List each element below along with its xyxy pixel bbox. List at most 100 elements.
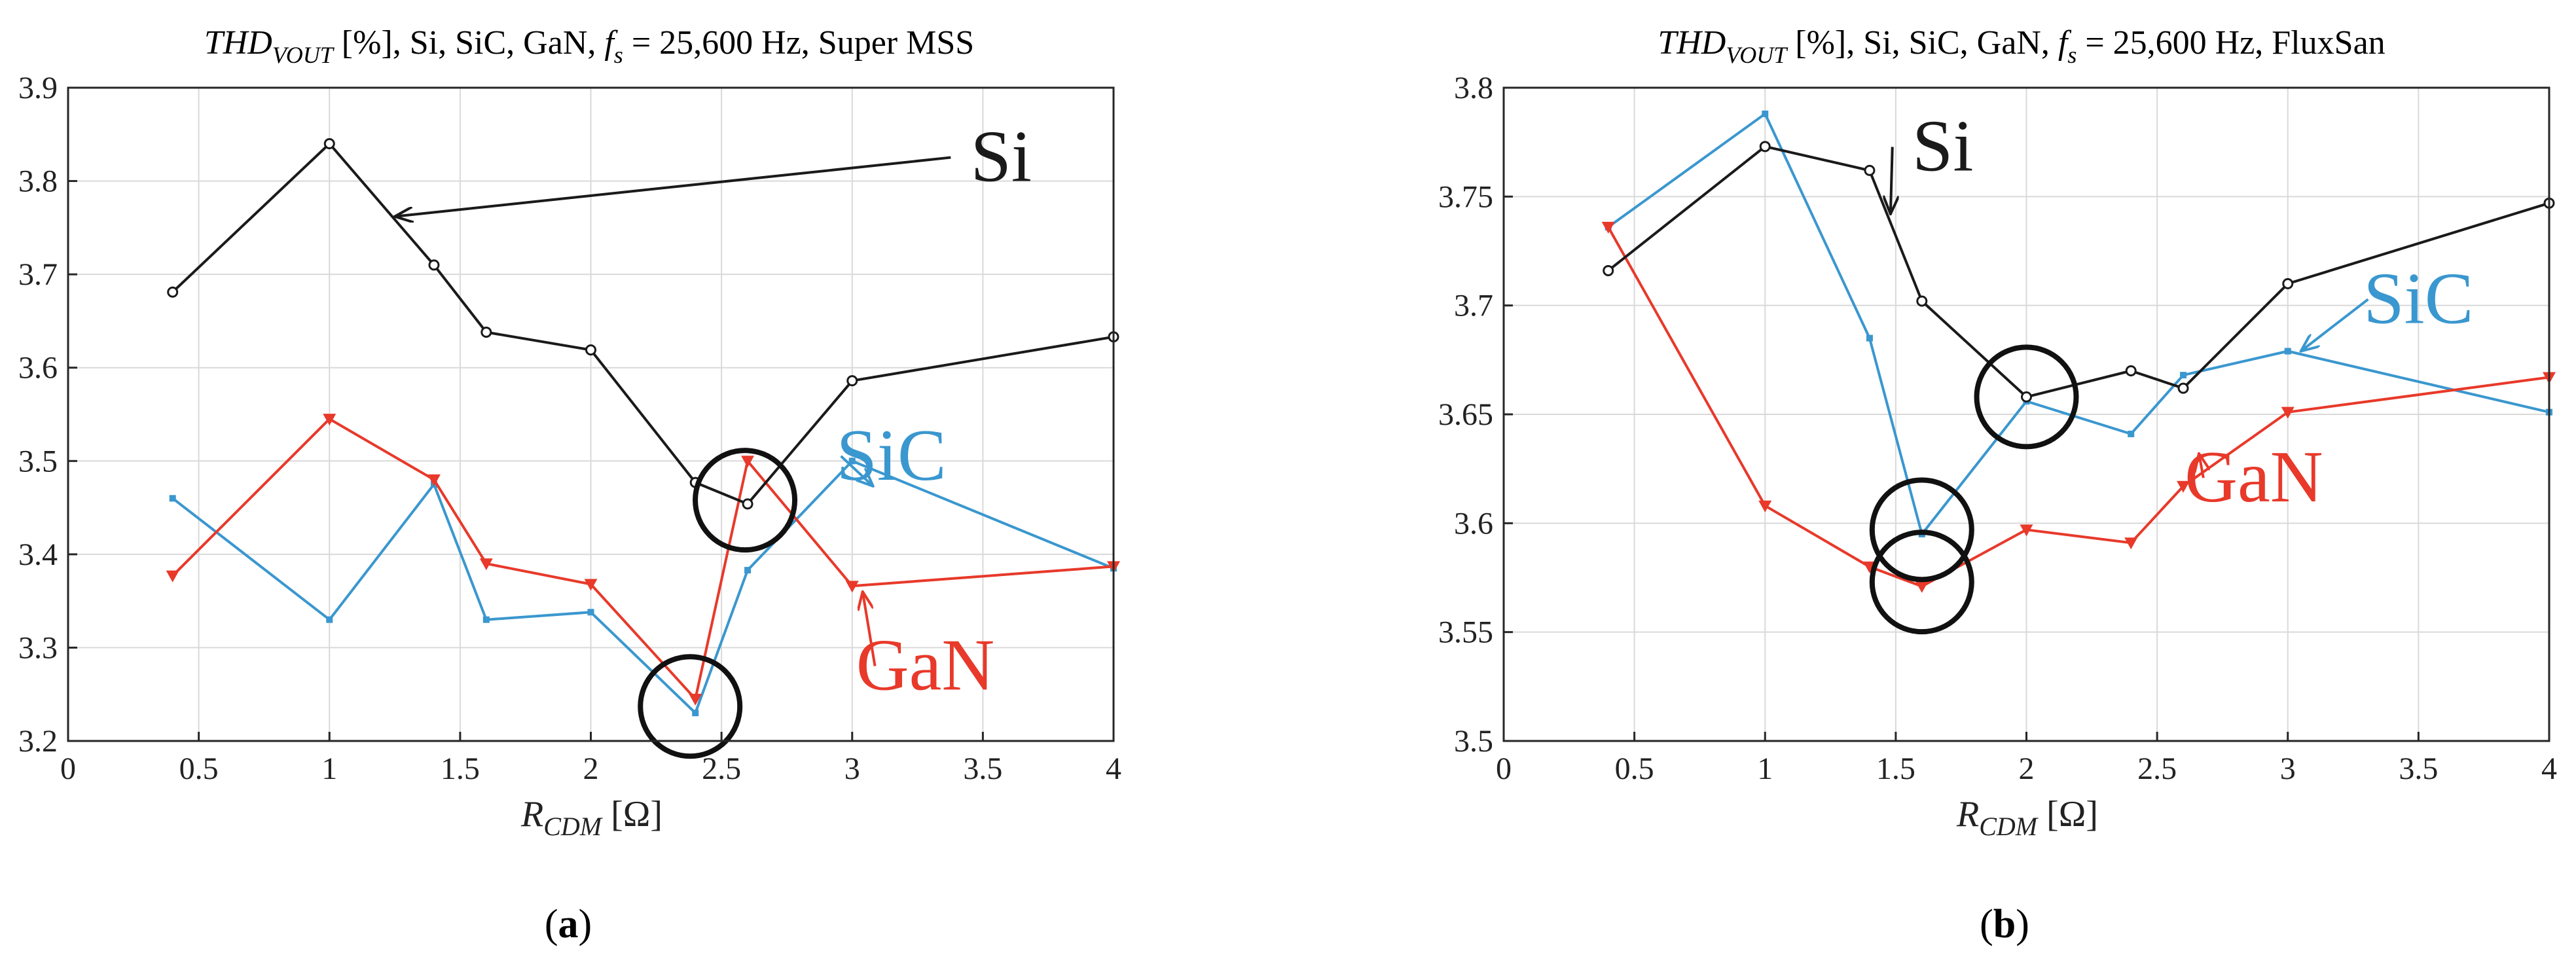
caption-b: (b) xyxy=(1980,902,2029,946)
series-annotations-b: Si SiC GaN xyxy=(1891,105,2473,518)
data-point-sic xyxy=(326,616,333,623)
data-point-si xyxy=(2282,278,2294,289)
y-tick-label: 3.4 xyxy=(18,537,58,572)
highlight-circles-a xyxy=(638,448,798,759)
data-point-sic xyxy=(848,458,856,465)
annotation-arrow-sic xyxy=(840,455,873,486)
data-point-sic xyxy=(169,495,176,502)
highlight-circle xyxy=(638,654,743,759)
annotation-arrow-gan xyxy=(863,592,877,666)
data-point-si xyxy=(428,259,440,271)
y-tick-label: 3.3 xyxy=(18,630,58,665)
x-tick-label: 1.5 xyxy=(441,751,480,786)
series-label-si: Si xyxy=(971,117,1032,198)
annotation-arrow-sic xyxy=(2301,298,2369,351)
data-point-si xyxy=(846,375,858,387)
y-tick-label: 3.2 xyxy=(18,724,58,759)
x-tick-label: 1 xyxy=(1757,751,1773,786)
grid-a xyxy=(68,88,1114,741)
y-tick-label: 3.7 xyxy=(1454,289,1493,323)
data-point-si xyxy=(2125,365,2137,376)
series-label-sic: SiC xyxy=(2363,258,2473,339)
y-tick-label: 3.75 xyxy=(1438,179,1493,214)
data-point-sic xyxy=(2284,348,2291,355)
caption-a: (a) xyxy=(545,902,592,946)
data-point-gan xyxy=(323,414,336,426)
y-tick-label: 3.7 xyxy=(18,257,58,292)
y-tick-label: 3.6 xyxy=(1454,506,1493,541)
data-point-gan xyxy=(2177,480,2190,493)
data-point-gan xyxy=(427,474,441,486)
x-tick-label: 3 xyxy=(844,751,860,786)
y-tick-label: 3.8 xyxy=(18,164,58,199)
x-tick-label: 2 xyxy=(583,751,599,786)
data-point-si xyxy=(2177,382,2189,394)
data-point-sic xyxy=(2180,372,2187,379)
data-point-gan xyxy=(689,693,702,706)
series-label-sic: SiC xyxy=(837,415,947,496)
tick-labels-b: 0 0.5 1 1.5 2 2.5 3 3.5 4 3.5 3.55 3.6 3.65 3.7 3.75 3.… xyxy=(1438,71,2557,786)
chart-panel-a: THDVOUT [%], Si, SiC, GaN, fs = 25,600 H… xyxy=(18,24,1121,946)
data-point-gan xyxy=(741,456,755,468)
data-point-si xyxy=(167,286,179,298)
x-axis-label-a: RCDM [Ω] xyxy=(520,794,662,841)
data-point-si xyxy=(323,138,335,150)
x-tick-label: 0.5 xyxy=(179,751,219,786)
data-point-gan xyxy=(584,579,598,591)
data-point-gan xyxy=(2281,406,2295,419)
y-tick-label: 3.65 xyxy=(1438,397,1493,432)
data-point-sic xyxy=(744,567,752,574)
series-label-gan: GaN xyxy=(2185,437,2323,518)
plot-lines-b xyxy=(1601,110,2556,593)
x-tick-label: 3.5 xyxy=(2399,751,2438,786)
data-point-sic xyxy=(692,710,699,717)
data-point-gan xyxy=(2020,524,2033,537)
data-point-gan xyxy=(1915,581,1929,593)
y-tick-label: 3.5 xyxy=(18,444,58,478)
x-axis-label-b: RCDM [Ω] xyxy=(1956,794,2098,841)
x-tick-label: 3.5 xyxy=(963,751,1002,786)
data-point-gan xyxy=(2124,537,2138,550)
x-tick-label: 2.5 xyxy=(702,751,741,786)
series-annotations-a: Si SiC GaN xyxy=(395,117,1032,706)
y-tick-label: 3.8 xyxy=(1454,71,1493,105)
x-tick-label: 0 xyxy=(1496,751,1512,786)
x-tick-label: 1 xyxy=(321,751,337,786)
series-line-si xyxy=(172,142,1114,505)
y-tick-label: 3.6 xyxy=(18,351,58,386)
annotation-arrow-gan xyxy=(2199,454,2204,478)
data-point-sic xyxy=(587,609,594,616)
y-tick-label: 3.5 xyxy=(1454,724,1493,759)
highlight-circles-b xyxy=(1869,344,2079,635)
data-point-gan xyxy=(166,570,179,583)
highlight-circle xyxy=(1869,530,1974,635)
chart-title-b: THDVOUT [%], Si, SiC, GaN, fs = 25,600 H… xyxy=(1658,24,2385,68)
data-point-gan xyxy=(845,581,859,593)
tick-labels-a: 0 0.5 1 1.5 2 2.5 3 3.5 4 3.2 3.3 3.4 3.5 3.6 3.7 3.8 3.… xyxy=(18,71,1121,786)
x-tick-label: 4 xyxy=(2541,751,2557,786)
data-point-si xyxy=(585,344,596,356)
data-point-gan xyxy=(1758,500,1772,513)
data-point-sic xyxy=(1866,334,1873,342)
x-tick-label: 2.5 xyxy=(2137,751,2177,786)
data-point-sic xyxy=(482,616,490,623)
data-point-gan xyxy=(479,558,493,571)
data-point-gan xyxy=(1601,221,1615,234)
x-tick-label: 1.5 xyxy=(1876,751,1915,786)
data-point-si xyxy=(742,498,753,510)
data-point-si xyxy=(1603,264,1614,276)
data-point-si xyxy=(481,327,492,338)
x-tick-label: 0 xyxy=(60,751,76,786)
highlight-circle xyxy=(1974,344,2079,450)
data-point-si xyxy=(1864,164,1876,176)
chart-panel-b: THDVOUT [%], Si, SiC, GaN, fs = 25,600 H… xyxy=(1438,24,2557,946)
data-point-si xyxy=(1916,295,1928,307)
x-tick-label: 2 xyxy=(2019,751,2035,786)
highlight-circle xyxy=(1869,477,1974,583)
y-tick-label: 3.55 xyxy=(1438,615,1493,650)
annotation-arrow-si xyxy=(1891,147,1893,214)
data-point-sic xyxy=(2128,430,2135,437)
series-label-gan: GaN xyxy=(856,625,994,706)
chart-title-a: THDVOUT [%], Si, SiC, GaN, fs = 25,600 H… xyxy=(204,24,974,68)
